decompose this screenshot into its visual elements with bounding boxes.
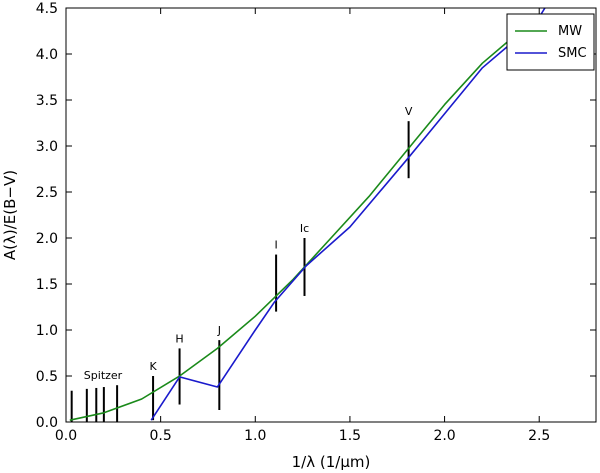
legend-label-smc: SMC bbox=[558, 46, 587, 61]
band-label: K bbox=[149, 360, 157, 373]
legend-label-mw: MW bbox=[558, 24, 582, 39]
y-tick-label: 2.0 bbox=[36, 231, 58, 247]
y-tick-label: 3.5 bbox=[36, 93, 58, 109]
x-tick-label: 2.0 bbox=[433, 428, 455, 444]
band-label: V bbox=[405, 105, 413, 118]
x-tick-label: 1.0 bbox=[244, 428, 266, 444]
band-label: I bbox=[274, 239, 277, 252]
x-tick-label: 0.5 bbox=[150, 428, 172, 444]
series-line-smc bbox=[150, 7, 546, 421]
y-tick-label: 4.5 bbox=[36, 1, 58, 17]
y-tick-label: 0.5 bbox=[36, 369, 58, 385]
y-tick-label: 0.0 bbox=[36, 415, 58, 431]
y-tick-label: 3.0 bbox=[36, 139, 58, 155]
band-label: Ic bbox=[300, 222, 309, 235]
band-label: J bbox=[217, 324, 221, 337]
y-tick-label: 2.5 bbox=[36, 185, 58, 201]
annotation-spitzer: Spitzer bbox=[84, 369, 123, 382]
y-axis-title: A(λ)/E(B−V) bbox=[1, 170, 19, 260]
plot-frame bbox=[65, 7, 597, 423]
x-tick-label: 1.5 bbox=[339, 428, 361, 444]
legend: MW SMC bbox=[506, 13, 595, 71]
x-axis-ticks: 0.0 0.5 1.0 1.5 2.0 2.5 bbox=[55, 8, 550, 444]
band-label: H bbox=[175, 332, 183, 345]
y-tick-label: 4.0 bbox=[36, 47, 58, 63]
legend-box bbox=[506, 13, 595, 71]
y-tick-label: 1.5 bbox=[36, 277, 58, 293]
photometric-bands: K H J I Ic V bbox=[70, 105, 413, 422]
series-lines bbox=[69, 7, 546, 421]
series-line-mw bbox=[69, 16, 540, 421]
x-tick-label: 0.0 bbox=[55, 428, 77, 444]
x-tick-label: 2.5 bbox=[528, 428, 550, 444]
x-axis-title: 1/λ (1/μm) bbox=[292, 453, 371, 471]
y-tick-label: 1.0 bbox=[36, 323, 58, 339]
